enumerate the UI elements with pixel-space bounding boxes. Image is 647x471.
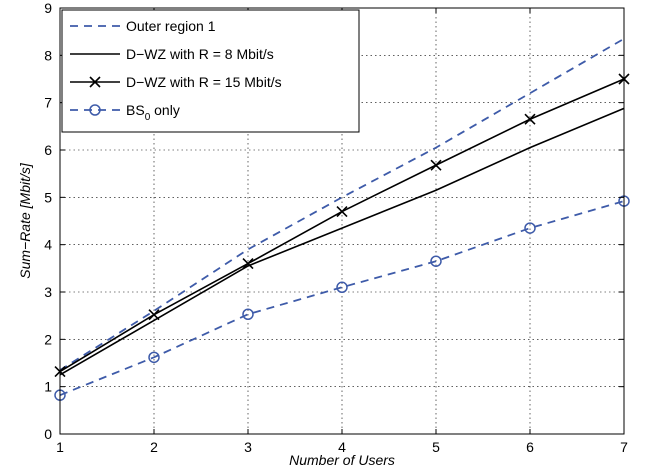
x-marker-stroke bbox=[524, 113, 536, 125]
data-point bbox=[430, 255, 442, 267]
legend-label-text: D−WZ with R = 15 Mbit/s bbox=[126, 74, 282, 90]
data-point bbox=[336, 281, 348, 294]
series-line bbox=[59, 200, 625, 397]
y-tick-label: 9 bbox=[44, 0, 52, 16]
legend-label-suffix: only bbox=[150, 102, 180, 118]
y-tick-label: 1 bbox=[44, 379, 52, 395]
x-marker-stroke bbox=[336, 205, 348, 218]
series-2 bbox=[54, 73, 630, 378]
x-marker-stroke bbox=[430, 159, 442, 171]
x-tick-label: 7 bbox=[620, 439, 628, 455]
legend: Outer region 1 D−WZ with R = 8 Mbit/s D−WZ… bbox=[61, 9, 360, 133]
legend-label: D−WZ with R = 15 Mbit/s bbox=[126, 74, 282, 90]
x-tick-label: 4 bbox=[338, 439, 346, 455]
legend-label: D−WZ with R = 8 Mbit/s bbox=[126, 46, 274, 62]
x-marker-stroke bbox=[242, 258, 254, 270]
legend-item-0: Outer region 1 bbox=[70, 18, 216, 34]
data-point bbox=[336, 205, 348, 218]
y-tick-label: 7 bbox=[44, 95, 52, 111]
legend-label-subscript: 0 bbox=[145, 112, 151, 123]
legend-label-text: D−WZ with R = 8 Mbit/s bbox=[126, 46, 274, 62]
x-tick-label: 3 bbox=[244, 439, 252, 455]
x-tick-label: 6 bbox=[526, 439, 534, 455]
grid-lines bbox=[60, 8, 624, 434]
x-marker-stroke bbox=[89, 76, 101, 88]
legend-item-3: BS0 only bbox=[70, 102, 180, 123]
x-tick-label: 1 bbox=[56, 439, 64, 455]
data-point bbox=[242, 258, 254, 270]
y-tick-label: 2 bbox=[44, 331, 52, 347]
data-point bbox=[148, 309, 160, 321]
x-marker-stroke bbox=[148, 309, 160, 321]
legend-marker bbox=[89, 104, 101, 116]
y-tick-label: 5 bbox=[44, 189, 52, 205]
data-point bbox=[524, 113, 536, 125]
legend-item-2: D−WZ with R = 15 Mbit/s bbox=[70, 74, 282, 90]
series-layer bbox=[54, 37, 630, 401]
series-line bbox=[59, 107, 625, 376]
x-tick-label: 2 bbox=[150, 439, 158, 455]
legend-label-text: Outer region 1 bbox=[126, 18, 216, 34]
y-tick-label: 0 bbox=[44, 426, 52, 442]
series-1 bbox=[59, 107, 625, 376]
x-axis-label: Number of Users bbox=[289, 452, 395, 468]
data-point bbox=[148, 351, 160, 364]
y-tick-label: 3 bbox=[44, 284, 52, 300]
legend-label: Outer region 1 bbox=[126, 18, 216, 34]
legend-marker bbox=[89, 76, 101, 88]
y-axis-label: Sum−Rate [Mbit/s] bbox=[17, 162, 33, 279]
data-point bbox=[524, 222, 536, 234]
legend-item-1: D−WZ with R = 8 Mbit/s bbox=[70, 46, 274, 62]
y-tick-label: 6 bbox=[44, 142, 52, 158]
legend-box bbox=[61, 9, 360, 133]
legend-label-text: BS bbox=[126, 102, 145, 118]
data-point bbox=[242, 308, 254, 320]
x-tick-label: 5 bbox=[432, 439, 440, 455]
y-tick-label: 4 bbox=[44, 237, 52, 253]
legend-label: BS0 only bbox=[126, 102, 180, 123]
y-tick-label: 8 bbox=[44, 47, 52, 63]
data-point bbox=[430, 159, 442, 171]
